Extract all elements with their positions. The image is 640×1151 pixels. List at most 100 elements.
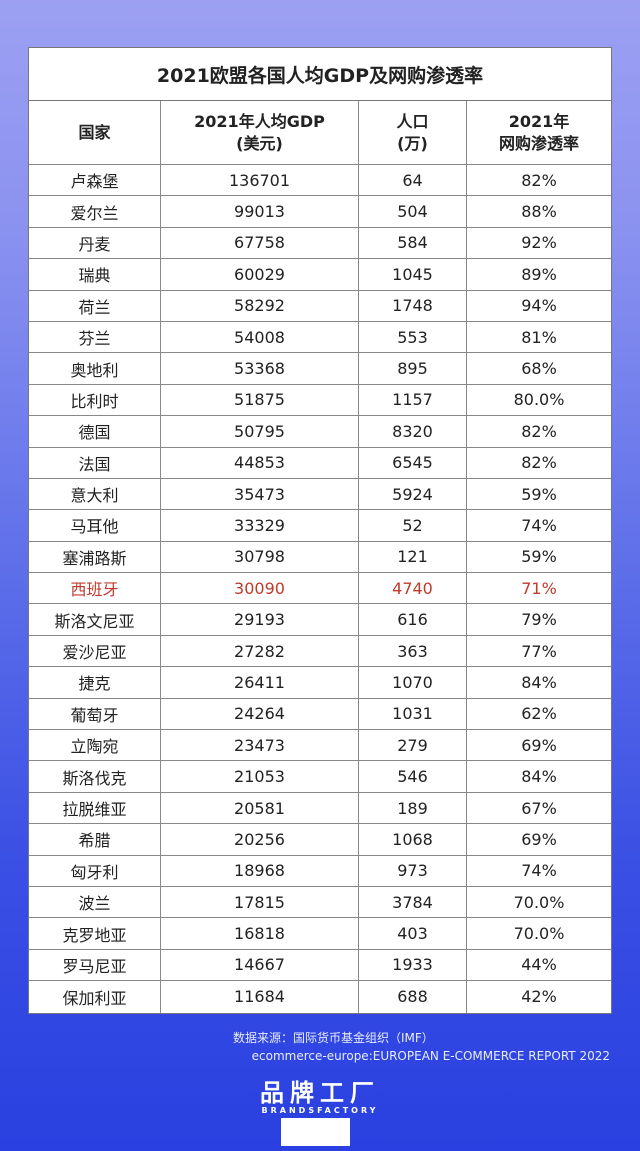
cell-gdp: 23473 [161,730,359,761]
cell-gdp: 44853 [161,447,359,478]
cell-country: 捷克 [29,667,161,698]
table-row: 法国 44853 6545 82% [29,447,611,479]
cell-penetration: 44% [521,955,557,975]
cell-population: 1045 [359,259,467,290]
white-box [281,1118,350,1146]
table-title: 2021欧盟各国人均GDP及网购渗透率 [29,48,611,101]
table-row: 丹麦 67758 584 92% [29,227,611,260]
cell-gdp: 30090 [161,573,359,604]
cell-country: 斯洛文尼亚 [29,604,161,635]
cell-penetration: 70.0% [513,924,565,944]
cell-population: 504 [359,196,467,227]
cell-gdp: 54008 [161,321,359,353]
logo-en: BRANDSFACTORY [261,1106,379,1115]
cell-country: 比利时 [29,384,161,416]
cell-gdp: 18968 [161,855,359,886]
cell-penetration: 74% [521,861,557,881]
table-row: 保加利亚 11684 688 42% [29,981,611,1013]
brand-logo: 品牌工厂 BRANDSFACTORY [0,1080,640,1115]
cell-country: 丹麦 [29,227,161,259]
cell-population: 1031 [359,698,467,730]
cell-gdp: 24264 [161,698,359,730]
cell-population: 584 [359,227,467,259]
cell-gdp: 99013 [161,196,359,227]
table-row: 罗马尼亚 14667 1933 44% [29,949,611,982]
header-population: 人口 (万) [359,101,467,164]
cell-population: 546 [359,761,467,792]
table-row: 爱尔兰 99013 504 88% [29,196,611,228]
header-gdp: 2021年人均GDP (美元) [161,101,359,164]
cell-gdp: 27282 [161,635,359,667]
table-row: 捷克 26411 1070 84% [29,667,611,699]
cell-gdp: 17815 [161,886,359,918]
table-row: 匈牙利 18968 973 74% [29,855,611,887]
cell-country: 波兰 [29,886,161,918]
cell-country: 爱沙尼亚 [29,635,161,667]
cell-penetration: 69% [521,829,557,849]
cell-penetration: 84% [521,767,557,787]
cell-population: 1748 [359,290,467,321]
cell-population: 1068 [359,824,467,855]
cell-penetration: 42% [521,987,557,1007]
cell-gdp: 29193 [161,604,359,635]
cell-penetration: 84% [521,672,557,692]
cell-penetration: 59% [521,484,557,504]
table-body: 国家 2021年人均GDP (美元) 人口 (万) 2021年 网购渗透率 卢森堡 13… [29,101,611,1013]
cell-penetration: 69% [521,735,557,755]
cell-penetration: 89% [521,264,557,284]
cell-population: 121 [359,541,467,573]
cell-country: 西班牙 [29,573,161,604]
cell-gdp: 16818 [161,918,359,949]
header-penetration: 2021年 网购渗透率 [467,101,611,164]
cell-country: 克罗地亚 [29,918,161,949]
cell-population: 363 [359,635,467,667]
cell-country: 马耳他 [29,510,161,541]
cell-gdp: 35473 [161,478,359,510]
cell-gdp: 67758 [161,227,359,259]
cell-country: 保加利亚 [29,981,161,1013]
table-row: 塞浦路斯 30798 121 59% [29,541,611,574]
cell-gdp: 136701 [161,165,359,196]
cell-population: 403 [359,918,467,949]
cell-population: 189 [359,792,467,824]
cell-penetration: 92% [521,233,557,253]
cell-country: 罗马尼亚 [29,949,161,981]
cell-country: 斯洛伐克 [29,761,161,792]
table-row: 立陶宛 23473 279 69% [29,730,611,762]
cell-penetration: 88% [521,202,557,222]
cell-gdp: 26411 [161,667,359,698]
cell-gdp: 50795 [161,416,359,447]
logo-cn: 品牌工厂 [260,1079,380,1107]
cell-country: 奥地利 [29,353,161,384]
table-row: 爱沙尼亚 27282 363 77% [29,635,611,668]
cell-penetration: 94% [521,296,557,316]
cell-gdp: 20581 [161,792,359,824]
header-text: 国家 [78,122,111,142]
cell-country: 匈牙利 [29,855,161,886]
header-country: 国家 [29,101,161,164]
cell-population: 1933 [359,949,467,981]
cell-country: 立陶宛 [29,730,161,761]
table-header-row: 国家 2021年人均GDP (美元) 人口 (万) 2021年 网购渗透率 [29,101,611,165]
cell-population: 973 [359,855,467,886]
table-row: 荷兰 58292 1748 94% [29,290,611,322]
cell-penetration: 79% [521,610,557,630]
cell-population: 688 [359,981,467,1013]
cell-gdp: 53368 [161,353,359,384]
cell-country: 荷兰 [29,290,161,321]
cell-country: 法国 [29,447,161,478]
table-row: 马耳他 33329 52 74% [29,510,611,542]
gdp-table: 2021欧盟各国人均GDP及网购渗透率 国家 2021年人均GDP (美元) 人口… [28,47,612,1014]
cell-penetration: 82% [521,453,557,473]
cell-penetration: 67% [521,798,557,818]
cell-penetration: 62% [521,704,557,724]
cell-gdp: 30798 [161,541,359,573]
cell-penetration: 71% [521,578,557,598]
table-row: 德国 50795 8320 82% [29,416,611,448]
cell-country: 希腊 [29,824,161,855]
table-row: 拉脱维亚 20581 189 67% [29,792,611,825]
table-row: 希腊 20256 1068 69% [29,824,611,856]
cell-country: 德国 [29,416,161,447]
cell-penetration: 74% [521,515,557,535]
cell-population: 1157 [359,384,467,416]
